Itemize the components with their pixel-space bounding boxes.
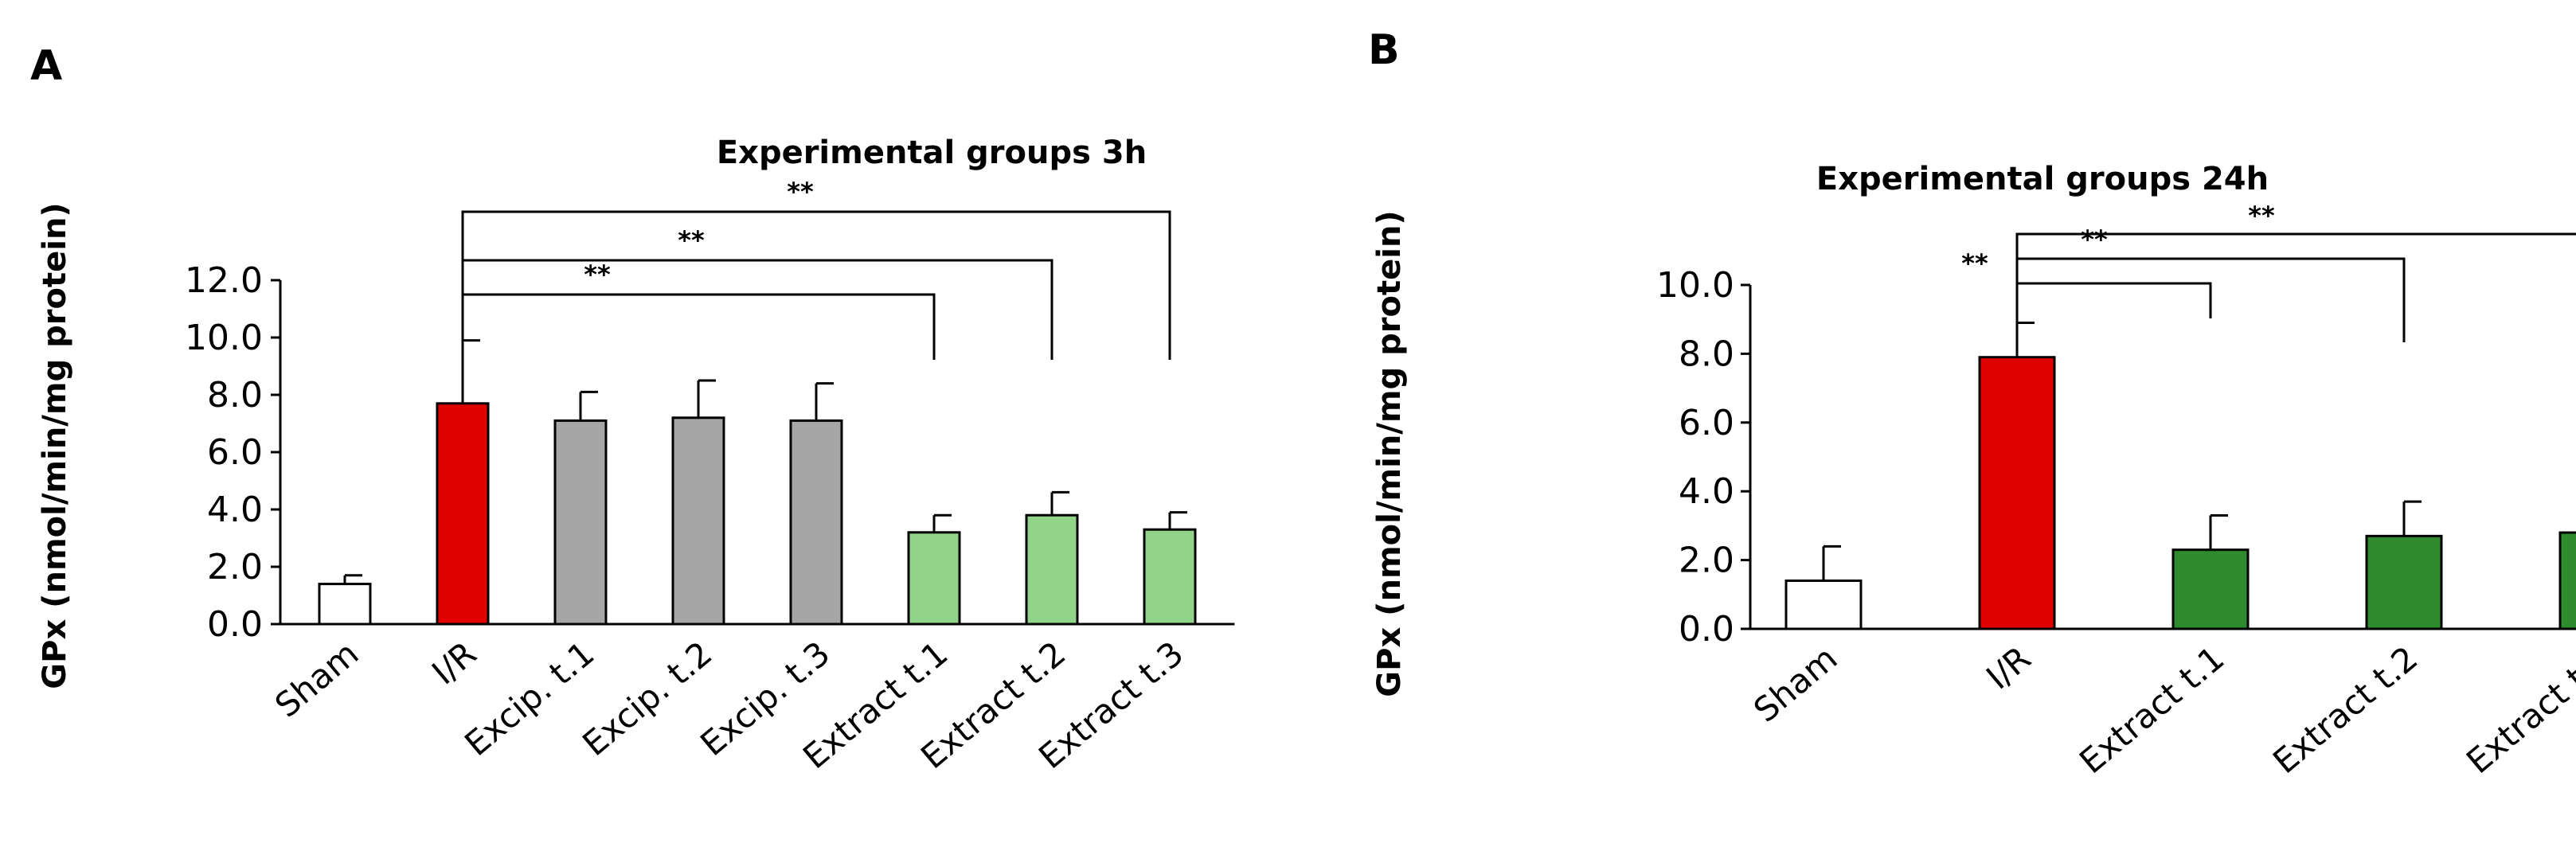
panel-a-significance-label: ** [584,260,611,290]
panel-b-y-tick-label: 8.0 [1679,334,1734,374]
panel-b-category-label: I/R [1979,638,2038,697]
panel-b-bar [1978,356,2056,630]
panel-a-bar [553,419,608,626]
panel-a-bar [436,402,490,626]
panel-a-category-label: Sham [268,634,365,725]
panel-b-letter: B [1368,26,1400,74]
panel-a-letter: A [30,42,62,90]
panel-b-y-tick-label: 2.0 [1679,541,1734,581]
panel-b-bar [2365,534,2443,630]
panel-b-title: Experimental groups 24h [1816,161,2269,197]
panel-a-y-tick-label: 6.0 [207,432,263,473]
panel-a-bar [1025,513,1079,626]
panel-b-significance-label: ** [1961,248,1988,279]
panel-b-y-axis-label: GPx (nmol/min/mg protein) [1371,210,1408,697]
panel-b: B Experimental groups 24h GPx (nmol/min/… [1368,26,2576,781]
panel-a-significance-bracket [461,293,936,360]
panel-b-significance-bracket [2015,232,2576,344]
panel-a-category-label: I/R [424,634,483,692]
panel-a-y-tick-label: 8.0 [207,375,263,416]
panel-b-y-tick-label: 0.0 [1679,609,1734,650]
panel-a-bar [318,583,372,626]
panel-a-y-tick-label: 12.0 [185,260,263,301]
panel-a: A Experimental groups 3h GPx (nmol/min/m… [30,42,1235,776]
panel-b-significance-label: ** [2248,201,2275,231]
panel-a-significance-bracket [461,259,1053,360]
panel-a-significance-bracket [461,210,1171,360]
panel-b-y-tick-label: 6.0 [1679,403,1734,443]
panel-b-significance-label: ** [2081,224,2108,255]
panel-b-category-label: Extract t.1 [2072,638,2231,781]
panel-b-significance-bracket [2015,282,2212,318]
panel-a-category-label: Excip. t.1 [457,634,601,763]
panel-b-y-tick-label: 4.0 [1679,471,1734,512]
panel-a-category-label: Excip. t.2 [575,634,719,763]
panel-b-category-label: Extract t.2 [2265,638,2425,781]
panel-a-y-tick-label: 4.0 [207,490,263,530]
panel-b-category-label: Extract t.3 [2459,638,2576,781]
panel-a-y-tick-label: 10.0 [185,318,263,358]
panel-a-bar [1143,528,1197,626]
panel-b-category-label: Sham [1746,638,1844,730]
panel-a-bar [789,419,843,626]
panel-b-bar [2558,531,2576,630]
panel-a-significance-label: ** [678,225,705,256]
panel-a-y-tick-label: 2.0 [207,547,263,587]
panel-b-bar [2171,548,2250,630]
panel-a-y-axis-label: GPx (nmol/min/mg protein) [37,202,73,689]
panel-a-bar [671,416,725,626]
panel-b-bar [1784,580,1863,630]
panel-a-bar [907,531,961,626]
panel-a-significance-label: ** [787,177,814,207]
panel-a-title: Experimental groups 3h [717,135,1147,171]
panel-b-y-tick-label: 10.0 [1656,265,1734,306]
panel-a-y-tick-label: 0.0 [207,604,263,645]
